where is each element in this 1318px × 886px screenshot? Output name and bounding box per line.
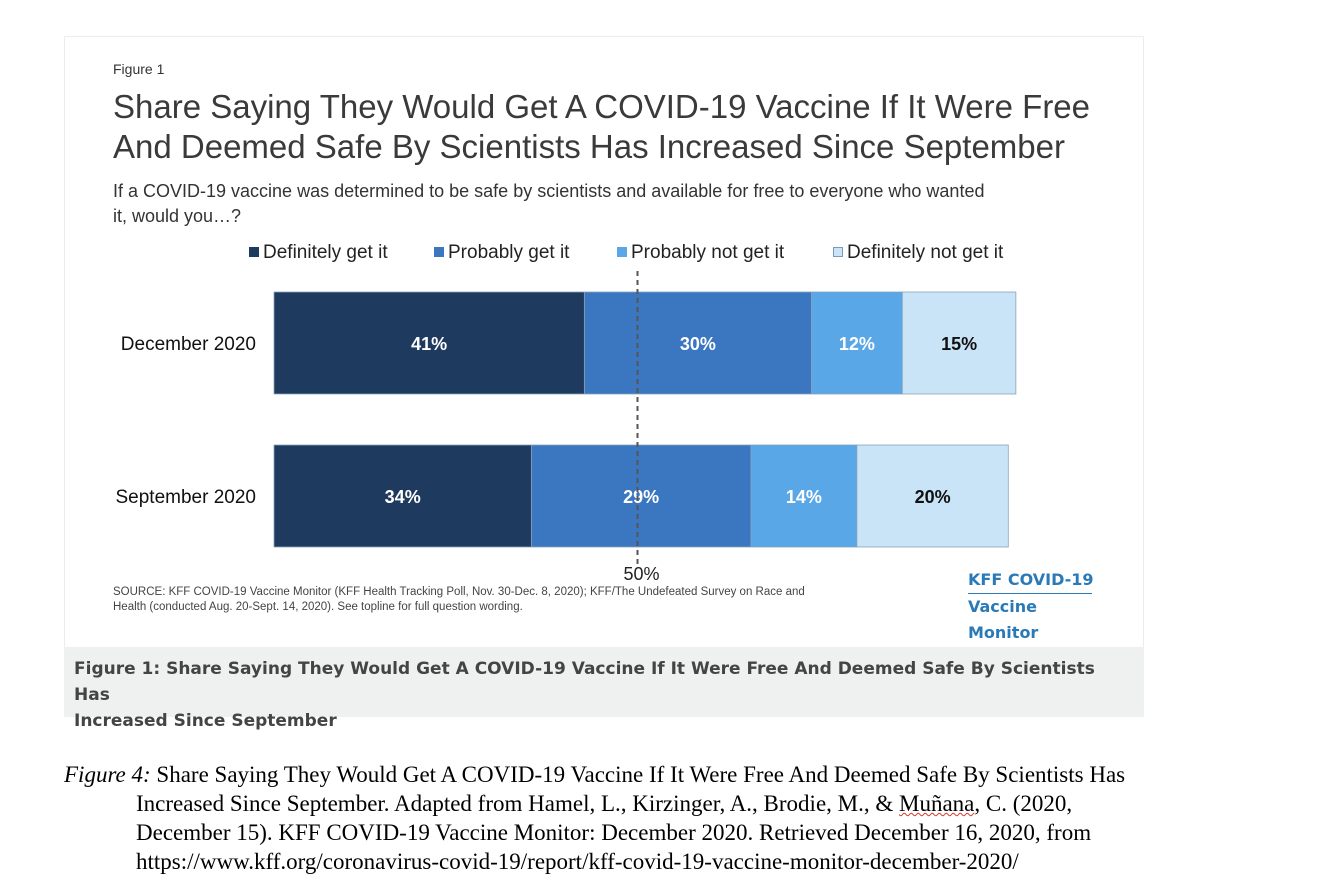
- source-note: SOURCE: KFF COVID-19 Vaccine Monitor (KF…: [113, 585, 933, 615]
- chart-subtitle: If a COVID-19 vaccine was determined to …: [113, 179, 1103, 229]
- source-note-line-1: SOURCE: KFF COVID-19 Vaccine Monitor (KF…: [113, 586, 805, 598]
- legend-label-definitely-not-get: Definitely not get it: [847, 242, 1004, 263]
- legend-label-probably-get: Probably get it: [448, 242, 570, 263]
- citation-line-1: Figure 4: Share Saying They Would Get A …: [64, 760, 1294, 789]
- chart-title-line-1: Share Saying They Would Get A COVID-19 V…: [113, 88, 1091, 125]
- figure-caption: Figure 1: Share Saying They Would Get A …: [64, 647, 1144, 731]
- figure-caption-line-2: Increased Since September: [74, 711, 337, 731]
- data-label-definitely-not-get-it-december-2020: 15%: [941, 334, 977, 354]
- legend-label-definitely-get: Definitely get it: [263, 242, 388, 263]
- bar-definitely-not-get-it-september-2020: [856, 444, 1009, 548]
- data-label-definitely-get-it-september-2020: 34%: [385, 487, 421, 507]
- data-label-probably-get-it-september-2020: 29%: [623, 487, 659, 507]
- kff-logo-divider: [968, 593, 1092, 594]
- chart-subtitle-line-2: it, would you…?: [113, 206, 242, 226]
- legend-item-probably-not-get: Probably not get it: [617, 242, 784, 264]
- data-label-probably-not-get-it-september-2020: 14%: [786, 487, 822, 507]
- chart-title-line-2: And Deemed Safe By Scientists Has Increa…: [113, 128, 1065, 165]
- bar-definitely-not-get-it-december-2020: [901, 291, 1017, 395]
- legend-item-definitely-get: Definitely get it: [249, 242, 388, 264]
- reference-line-label: 50%: [623, 564, 659, 584]
- chart-subtitle-line-1: If a COVID-19 vaccine was determined to …: [113, 181, 985, 201]
- figure-panel: Figure 1 Share Saying They Would Get A C…: [64, 36, 1144, 648]
- legend-swatch-probably-get: [434, 247, 444, 257]
- bar-probably-not-get-it-september-2020: [750, 444, 858, 548]
- figure-label: Figure 1: [113, 61, 165, 77]
- kff-logo-line-1: KFF COVID-19: [968, 570, 1094, 589]
- chart-title: Share Saying They Would Get A COVID-19 V…: [113, 87, 1123, 167]
- citation-url[interactable]: https://www.kff.org/coronavirus-covid-19…: [136, 849, 1019, 874]
- stacked-bar-chart: December 2020 41% 30% 12% 15% September 2020 3…: [116, 271, 1017, 584]
- citation-figure-number: Figure 4:: [64, 762, 151, 787]
- figure-caption-line-1: Figure 1: Share Saying They Would Get A …: [74, 659, 1095, 705]
- legend-item-definitely-not-get: Definitely not get it: [833, 242, 1003, 264]
- citation-line-3: December 15). KFF COVID-19 Vaccine Monit…: [136, 820, 1092, 845]
- data-label-probably-not-get-it-december-2020: 12%: [839, 334, 875, 354]
- data-label-definitely-not-get-it-september-2020: 20%: [915, 487, 951, 507]
- bar-definitely-get-it-december-2020: [273, 291, 585, 395]
- kff-logo-line-2: Vaccine Monitor: [968, 597, 1039, 642]
- citation-line-2: Increased Since September. Adapted from …: [64, 789, 1294, 818]
- kff-logo: KFF COVID-19 Vaccine Monitor: [968, 567, 1108, 646]
- bar-probably-not-get-it-december-2020: [811, 291, 903, 395]
- citation-line-2-a: Increased Since September. Adapted from …: [136, 791, 899, 816]
- legend-item-probably-get: Probably get it: [434, 242, 569, 264]
- data-label-definitely-get-it-december-2020: 41%: [411, 334, 447, 354]
- legend-label-probably-not-get: Probably not get it: [631, 242, 785, 263]
- legend-swatch-probably-not-get: [617, 247, 627, 257]
- citation-author-misspelled: Muñana: [899, 791, 975, 816]
- category-label-september-2020: September 2020: [116, 487, 257, 508]
- source-note-line-2: Health (conducted Aug. 20-Sept. 14, 2020…: [113, 601, 523, 613]
- data-label-probably-get-it-december-2020: 30%: [680, 334, 716, 354]
- citation-line-2-c: , C. (2020,: [974, 791, 1073, 816]
- bar-probably-get-it-december-2020: [583, 291, 812, 395]
- legend-swatch-definitely-not-get: [833, 247, 843, 257]
- category-label-december-2020: December 2020: [121, 334, 256, 355]
- document-citation: Figure 4: Share Saying They Would Get A …: [64, 760, 1294, 876]
- bar-definitely-get-it-september-2020: [273, 444, 532, 548]
- citation-line-1-text: Share Saying They Would Get A COVID-19 V…: [150, 762, 1126, 787]
- bar-probably-get-it-september-2020: [530, 444, 752, 548]
- legend-swatch-definitely-get: [249, 247, 259, 257]
